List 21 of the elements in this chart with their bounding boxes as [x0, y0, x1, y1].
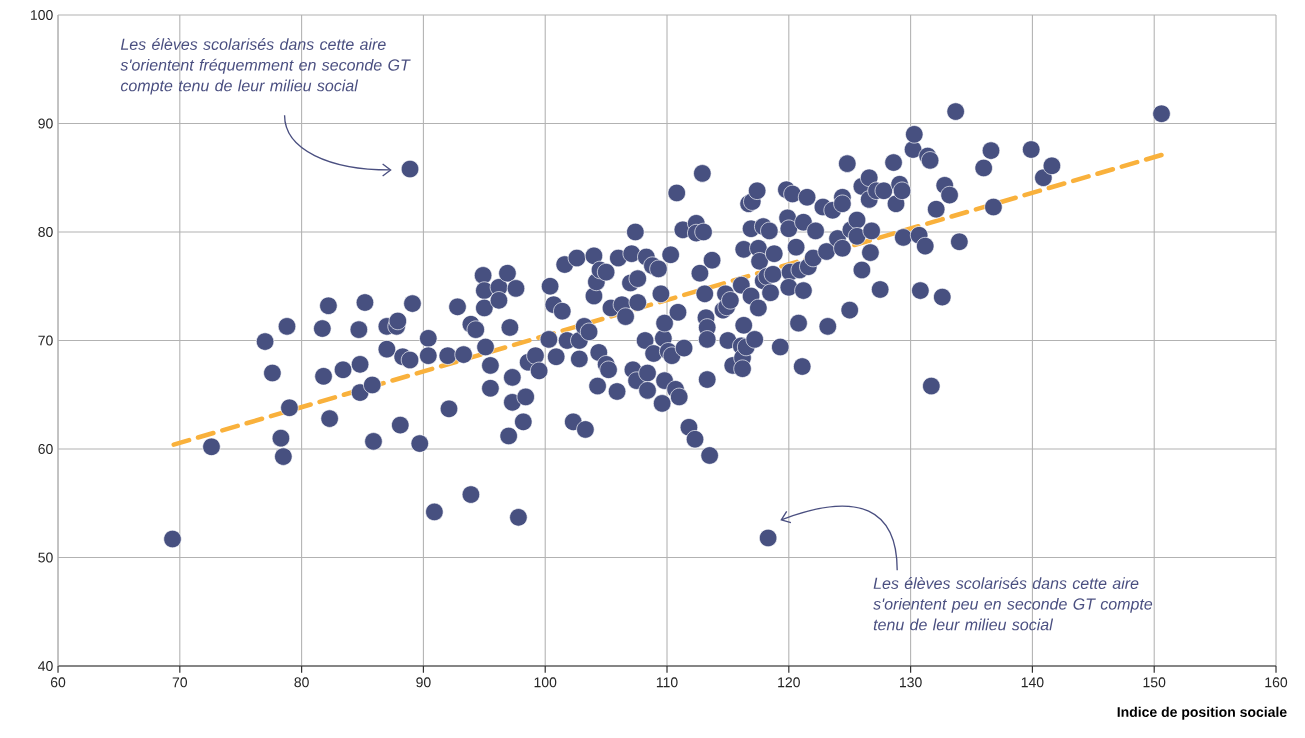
x-tick-label: 130 [900, 677, 922, 688]
x-axis-title: Indice de position sociale [1117, 706, 1287, 720]
x-tick-label: 60 [50, 677, 66, 688]
x-tick-label: 150 [1143, 677, 1166, 688]
x-tick-label: 70 [172, 677, 188, 688]
x-tick-label: 90 [416, 677, 431, 688]
annotation: Les élèves scolarisés dans cette aire s'orientent fréquemment en seconde GT compte tenu de leur milieu social [120, 38, 411, 95]
y-tick-label: 80 [38, 227, 53, 237]
annotation: Les élèves scolarisés dans cette aire s'orientent peu en seconde GT compte tenu de leur milieu social [873, 577, 1153, 631]
x-tick-label: 140 [1021, 677, 1044, 688]
y-tick-label: 100 [31, 10, 53, 20]
y-tick-label: 70 [38, 335, 53, 346]
y-tick-label: 60 [38, 444, 53, 454]
x-tick-label: 100 [534, 677, 557, 688]
x-tick-label: 80 [294, 677, 309, 688]
x-tick-label: 110 [656, 677, 678, 688]
x-tick-label: 120 [778, 677, 800, 688]
y-tick-label: 50 [38, 552, 53, 563]
y-tick-label: 90 [38, 118, 53, 129]
x-tick-label: 160 [1265, 677, 1288, 688]
y-tick-label: 40 [38, 661, 53, 671]
